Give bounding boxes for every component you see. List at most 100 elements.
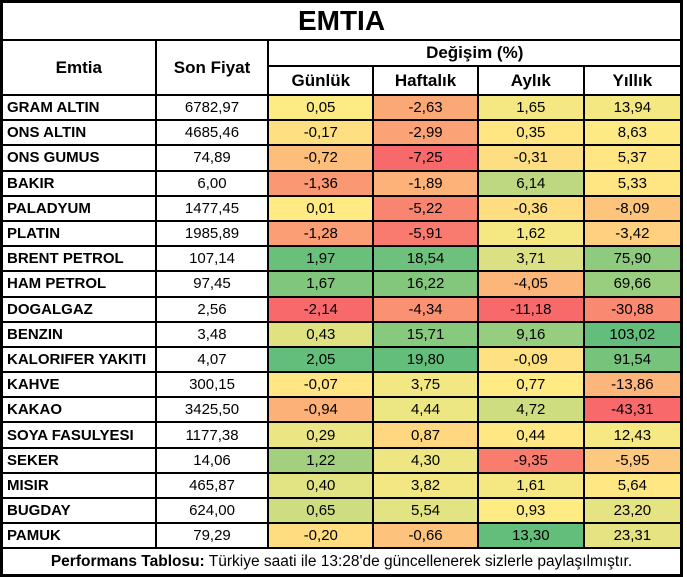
change-cell: 75,90 (582, 245, 683, 273)
change-cell: 9,16 (476, 320, 585, 348)
period-header-row: Günlük Haftalık Aylık Yıllık (2, 65, 683, 96)
change-cell: 18,54 (372, 245, 479, 273)
change-cell: 0,01 (267, 194, 375, 222)
change-cell: -2,99 (372, 119, 479, 147)
table-body: GRAM ALTIN 6782,97 0,05 -2,63 1,65 13,94 ONS A… (0, 93, 683, 550)
last-price-cell: 465,87 (154, 471, 270, 500)
change-cell: -0,31 (476, 144, 585, 172)
change-cell: 0,65 (267, 496, 375, 525)
change-cell: -4,05 (476, 270, 585, 298)
table-row: PALADYUM 1477,45 0,01 -5,22 -0,36 -8,09 (0, 194, 683, 222)
change-cell: 0,77 (476, 371, 585, 399)
last-price-cell: 6782,97 (154, 93, 270, 122)
change-cell: 1,62 (476, 219, 585, 248)
table-row: DOGALGAZ 2,56 -2,14 -4,34 -11,18 -30,88 (0, 295, 683, 323)
last-price-cell: 1477,45 (154, 194, 270, 222)
commodity-name-cell: KAHVE (0, 371, 157, 399)
footer-note: Performans Tablosu: Türkiye saati ile 13… (0, 547, 683, 577)
table-row: BENZIN 3,48 0,43 15,71 9,16 103,02 (0, 320, 683, 348)
last-price-cell: 79,29 (154, 522, 270, 550)
change-cell: 3,82 (372, 471, 479, 500)
change-cell: -8,09 (582, 194, 683, 222)
change-cell: 3,75 (372, 371, 479, 399)
table-row: BRENT PETROL 107,14 1,97 18,54 3,71 75,90 (0, 245, 683, 273)
change-cell: -0,94 (267, 396, 375, 424)
change-cell: 0,44 (476, 421, 585, 449)
commodity-name-cell: GRAM ALTIN (0, 93, 157, 122)
change-cell: -0,17 (267, 119, 375, 147)
change-cell: -30,88 (582, 295, 683, 323)
table-row: MISIR 465,87 0,40 3,82 1,61 5,64 (0, 471, 683, 500)
change-cell: 19,80 (372, 345, 479, 374)
table-row: KAHVE 300,15 -0,07 3,75 0,77 -13,86 (0, 371, 683, 399)
change-cell: -1,36 (267, 169, 375, 197)
column-header-period-0: Günlük (267, 65, 375, 96)
last-price-cell: 2,56 (154, 295, 270, 323)
change-cell: 4,72 (476, 396, 585, 424)
change-cell: 1,22 (267, 446, 375, 474)
column-header-son-fiyat: Son Fiyat (154, 39, 270, 96)
change-cell: 1,65 (476, 93, 585, 122)
table-row: PLATIN 1985,89 -1,28 -5,91 1,62 -3,42 (0, 219, 683, 248)
change-cell: 69,66 (582, 270, 683, 298)
change-cell: 103,02 (582, 320, 683, 348)
last-price-cell: 624,00 (154, 496, 270, 525)
footer-text: Türkiye saati ile 13:28'de güncellenerek… (208, 552, 633, 570)
last-price-cell: 14,06 (154, 446, 270, 474)
change-cell: -5,95 (582, 446, 683, 474)
last-price-cell: 3,48 (154, 320, 270, 348)
commodity-name-cell: HAM PETROL (0, 270, 157, 298)
commodity-name-cell: BUGDAY (0, 496, 157, 525)
column-header-period-3: Yıllık (582, 65, 683, 96)
change-cell: 3,71 (476, 245, 585, 273)
change-cell: -9,35 (476, 446, 585, 474)
change-cell: -3,42 (582, 219, 683, 248)
change-cell: 13,94 (582, 93, 683, 122)
change-cell: -0,09 (476, 345, 585, 374)
change-cell: -1,28 (267, 219, 375, 248)
change-cell: -0,72 (267, 144, 375, 172)
change-cell: 23,20 (582, 496, 683, 525)
table-row: HAM PETROL 97,45 1,67 16,22 -4,05 69,66 (0, 270, 683, 298)
table-row: KALORIFER YAKITI 4,07 2,05 19,80 -0,09 91,54 (0, 345, 683, 374)
column-header-degisim-group: Değişim (%) (267, 39, 683, 67)
commodity-name-cell: KALORIFER YAKITI (0, 345, 157, 374)
change-cell: 91,54 (582, 345, 683, 374)
table-row: ONS ALTIN 4685,46 -0,17 -2,99 0,35 8,63 (0, 119, 683, 147)
change-cell: 0,43 (267, 320, 375, 348)
table-row: PAMUK 79,29 -0,20 -0,66 13,30 23,31 (0, 522, 683, 550)
commodity-name-cell: BRENT PETROL (0, 245, 157, 273)
change-cell: -43,31 (582, 396, 683, 424)
table-row: BAKIR 6,00 -1,36 -1,89 6,14 5,33 (0, 169, 683, 197)
change-cell: -0,20 (267, 522, 375, 550)
change-cell: 15,71 (372, 320, 479, 348)
change-cell: 5,37 (582, 144, 683, 172)
change-cell: 0,35 (476, 119, 585, 147)
column-header-emtia: Emtia (0, 39, 157, 96)
change-cell: -4,34 (372, 295, 479, 323)
change-cell: 6,14 (476, 169, 585, 197)
last-price-cell: 1177,38 (154, 421, 270, 449)
change-cell: 2,05 (267, 345, 375, 374)
page-title: EMTIA (0, 0, 683, 41)
commodity-name-cell: BAKIR (0, 169, 157, 197)
change-cell: 5,54 (372, 496, 479, 525)
last-price-cell: 6,00 (154, 169, 270, 197)
table-row: ONS GUMUS 74,89 -0,72 -7,25 -0,31 5,37 (0, 144, 683, 172)
change-cell: 0,40 (267, 471, 375, 500)
change-cell: -0,07 (267, 371, 375, 399)
change-cell: 1,97 (267, 245, 375, 273)
change-cell: 0,05 (267, 93, 375, 122)
change-cell: 5,33 (582, 169, 683, 197)
commodity-name-cell: PAMUK (0, 522, 157, 550)
change-cell: 0,87 (372, 421, 479, 449)
commodity-name-cell: PLATIN (0, 219, 157, 248)
change-cell: 8,63 (582, 119, 683, 147)
table-row: GRAM ALTIN 6782,97 0,05 -2,63 1,65 13,94 (0, 93, 683, 122)
commodity-name-cell: BENZIN (0, 320, 157, 348)
change-cell: -0,36 (476, 194, 585, 222)
table-row: SOYA FASULYESI 1177,38 0,29 0,87 0,44 12,43 (0, 421, 683, 449)
change-cell: 16,22 (372, 270, 479, 298)
